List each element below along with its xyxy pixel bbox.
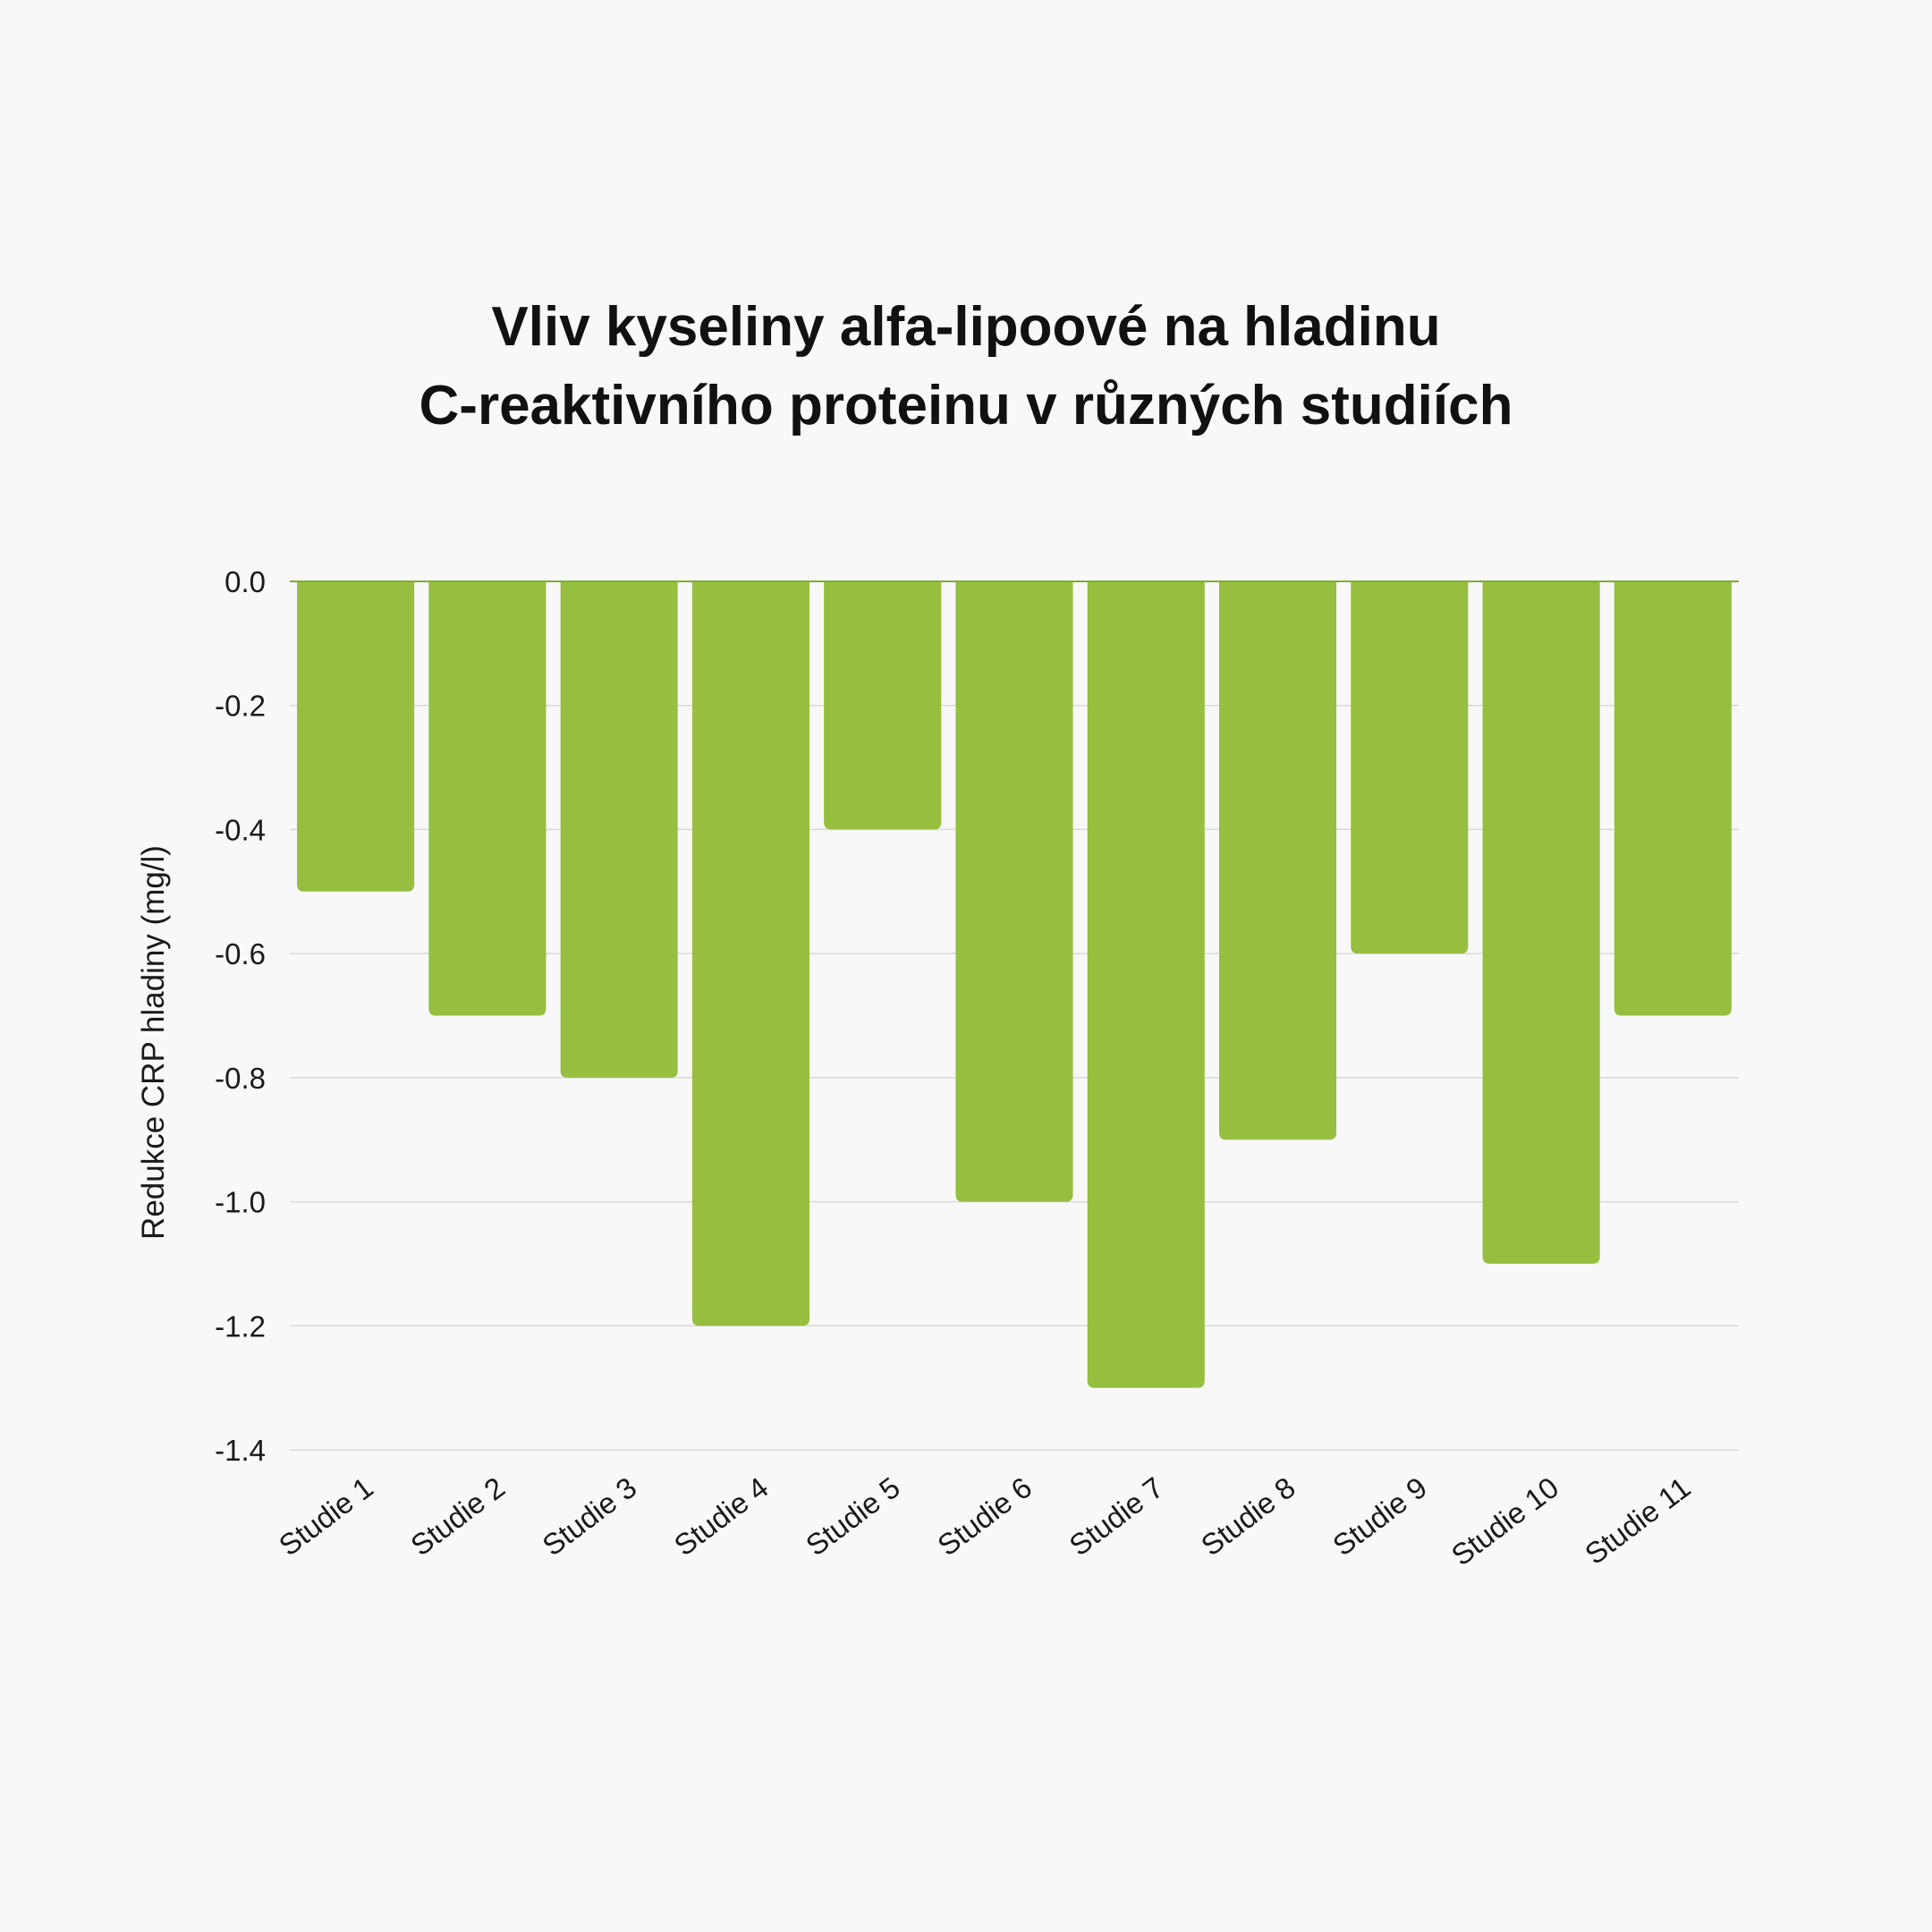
bar-studie-11 bbox=[1614, 581, 1732, 1016]
y-tick-label: 0.0 bbox=[225, 565, 266, 598]
chart-title: Vliv kyseliny alfa-lipoové na hladinu C-… bbox=[0, 288, 1932, 445]
bar-studie-4 bbox=[691, 581, 809, 1326]
bar-studie-10 bbox=[1482, 581, 1600, 1264]
bar-studie-1 bbox=[297, 581, 415, 892]
y-axis-title: Redukce CRP hladiny (mg/l) bbox=[136, 845, 171, 1240]
bar-studie-6 bbox=[955, 581, 1073, 1202]
bar-studie-5 bbox=[824, 581, 942, 830]
chart-title-line-2: C-reaktivního proteinu v různých studiíc… bbox=[419, 375, 1513, 436]
x-tick-label: Studie 1 bbox=[273, 1470, 379, 1562]
x-tick-label: Studie 7 bbox=[1063, 1470, 1170, 1562]
bar-studie-3 bbox=[560, 581, 678, 1078]
chart-title-line-1: Vliv kyseliny alfa-lipoové na hladinu bbox=[491, 296, 1441, 358]
y-tick-label: -0.6 bbox=[215, 937, 266, 970]
x-tick-labels: Studie 1 Studie 2 Studie 3 Studie 4 Studie 5… bbox=[273, 1470, 1697, 1572]
y-tick-label: -0.4 bbox=[215, 813, 266, 846]
x-tick-label: Studie 6 bbox=[931, 1470, 1038, 1562]
x-tick-label: Studie 11 bbox=[1579, 1470, 1697, 1571]
bar-studie-7 bbox=[1087, 581, 1205, 1388]
x-tick-label: Studie 10 bbox=[1445, 1470, 1565, 1572]
x-tick-label: Studie 9 bbox=[1326, 1470, 1433, 1562]
y-tick-label: -0.2 bbox=[215, 690, 266, 723]
y-tick-label: -1.2 bbox=[215, 1309, 266, 1343]
bar-studie-2 bbox=[428, 581, 547, 1016]
x-tick-label: Studie 2 bbox=[404, 1470, 511, 1562]
bar-studie-8 bbox=[1219, 581, 1337, 1140]
x-tick-label: Studie 4 bbox=[668, 1470, 775, 1562]
bar-studie-9 bbox=[1351, 581, 1469, 954]
y-tick-label: -0.8 bbox=[215, 1062, 266, 1095]
x-tick-label: Studie 8 bbox=[1195, 1470, 1301, 1562]
bars bbox=[297, 581, 1732, 1388]
x-tick-label: Studie 3 bbox=[536, 1470, 642, 1562]
x-tick-label: Studie 5 bbox=[800, 1470, 906, 1562]
y-tick-labels: 0.0 -0.2 -0.4 -0.6 -0.8 -1.0 -1.2 -1.4 bbox=[215, 565, 266, 1467]
y-tick-label: -1.4 bbox=[215, 1434, 266, 1467]
y-tick-label: -1.0 bbox=[215, 1186, 266, 1219]
